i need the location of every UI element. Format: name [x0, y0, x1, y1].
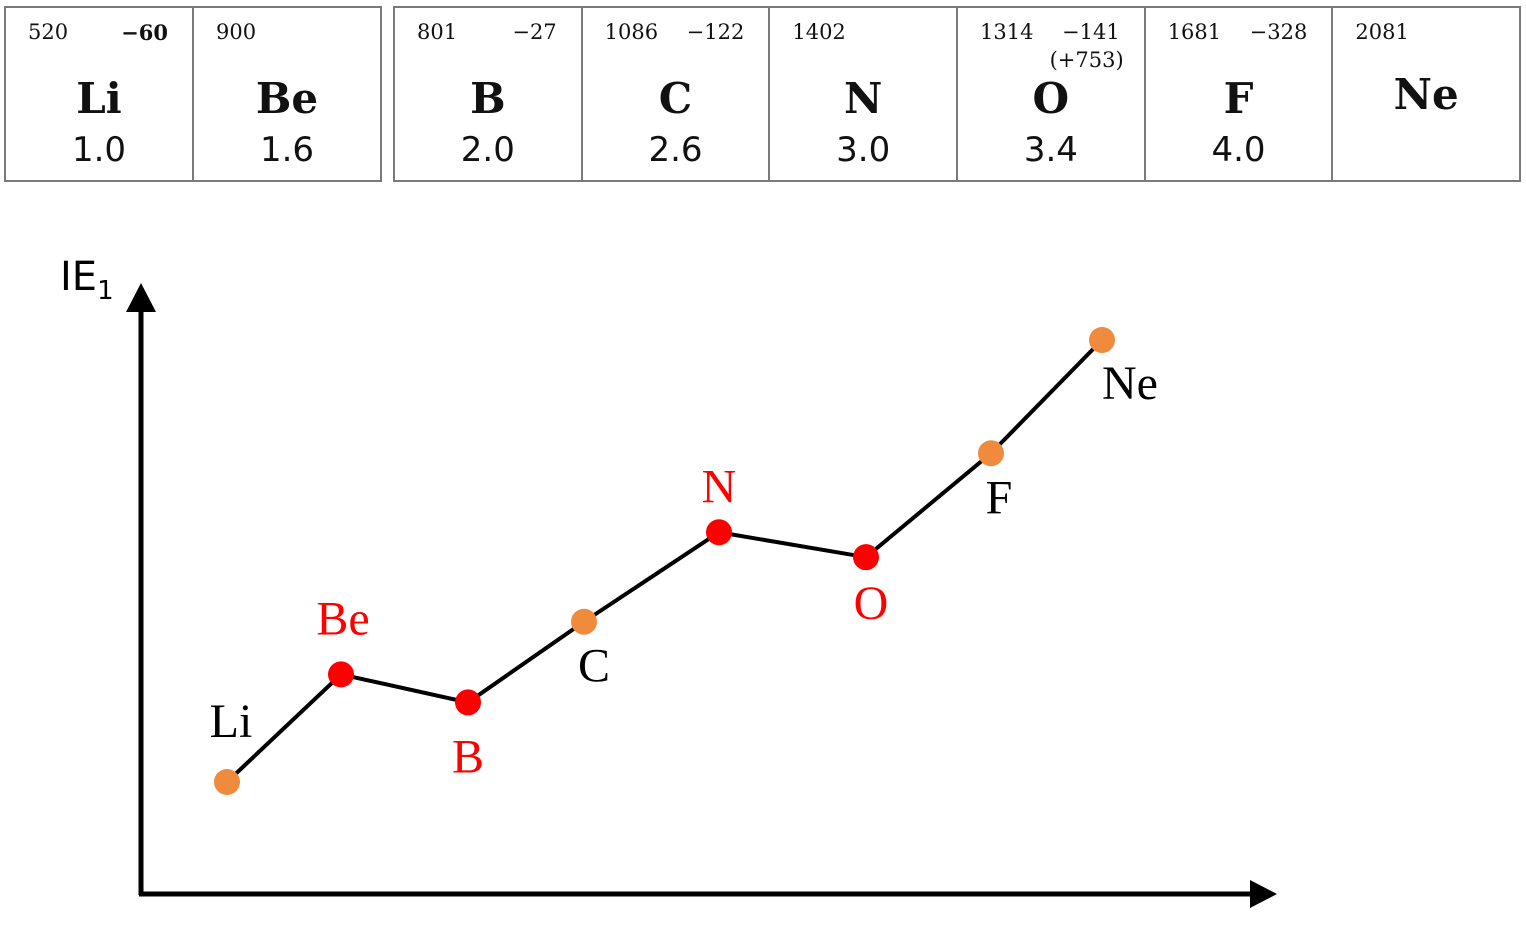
point-label-be: Be	[316, 592, 369, 645]
data-point-be	[328, 661, 354, 688]
electronegativity-value: 1.6	[259, 130, 315, 170]
electron-affinity-value: −27	[512, 20, 557, 44]
point-label-li: Li	[210, 695, 253, 748]
element-cell-b: 801 −27 B 2.0	[395, 8, 583, 180]
electronegativity-value: 2.6	[648, 130, 703, 170]
ionization-energy-value: 900	[216, 20, 257, 44]
data-point-ne	[1089, 327, 1115, 353]
ionization-energy-value: 520	[28, 20, 69, 44]
element-symbol: B	[470, 74, 506, 123]
chart-point-labels: Li Be B C N O F Ne	[210, 357, 1158, 783]
ionization-energy-value: 1314	[980, 20, 1034, 44]
chart-series	[214, 327, 1115, 795]
x-axis-arrowhead	[1250, 880, 1277, 908]
ionization-energy-value: 801	[417, 20, 458, 44]
periodic-table-left: 520 −60 Li 1.0 900 Be 1.6	[4, 6, 382, 182]
data-point-o	[853, 544, 879, 571]
point-label-f: F	[986, 471, 1013, 524]
element-symbol: N	[843, 74, 883, 123]
point-label-ne: Ne	[1102, 357, 1158, 410]
element-symbol: Ne	[1393, 70, 1459, 119]
element-cell-c: 1086 −122 C 2.6	[583, 8, 771, 180]
element-symbol: C	[658, 74, 693, 123]
element-cell-ne: 2081 Ne	[1333, 8, 1519, 180]
y-axis-label: IE1	[60, 254, 114, 306]
data-point-n	[706, 519, 732, 546]
ionization-energy-value: 1402	[792, 20, 846, 44]
series-line	[225, 338, 1104, 784]
chart-axes	[126, 283, 1277, 908]
ionization-energy-value: 2081	[1355, 20, 1409, 44]
electron-affinity-value: −141	[1062, 20, 1120, 44]
element-symbol: Be	[255, 74, 319, 123]
ionization-energy-value: 1681	[1167, 20, 1222, 44]
y-axis-arrowhead	[126, 283, 156, 312]
data-point-c	[571, 608, 597, 635]
element-symbol: O	[1032, 74, 1070, 123]
electronegativity-value: 3.4	[1023, 130, 1078, 170]
element-symbol: Li	[76, 74, 122, 123]
point-label-o: O	[854, 577, 889, 630]
periodic-table-right: 801 −27 B 2.0 1086 −122 C 2.6 1402 N 3.0 1314 −141 (+…	[393, 6, 1521, 182]
electronegativity-value: 4.0	[1211, 130, 1266, 170]
element-cell-f: 1681 −328 F 4.0	[1146, 8, 1334, 180]
element-cell-n: 1402 N 3.0	[770, 8, 959, 180]
data-point-li	[214, 769, 240, 795]
element-cell-be: 900 Be 1.6	[194, 8, 380, 180]
electronegativity-value: 2.0	[460, 130, 515, 170]
electronegativity-value: 3.0	[836, 130, 891, 170]
electron-affinity-value: −328	[1249, 20, 1308, 44]
point-label-n: N	[702, 460, 737, 513]
point-label-c: C	[578, 640, 610, 693]
element-symbol: F	[1223, 74, 1254, 123]
point-label-b: B	[452, 730, 484, 783]
data-point-f	[978, 440, 1004, 467]
element-cell-o: 1314 −141 (+753) O 3.4	[958, 8, 1146, 180]
element-cell-li: 520 −60 Li 1.0	[6, 8, 194, 180]
data-point-b	[455, 689, 481, 716]
electron-affinity-second-value: (+753)	[1049, 48, 1124, 72]
electron-affinity-value: −122	[686, 20, 745, 44]
electron-affinity-value: −60	[121, 20, 168, 45]
electronegativity-value: 1.0	[71, 130, 127, 170]
ionization-energy-value: 1086	[604, 20, 659, 44]
